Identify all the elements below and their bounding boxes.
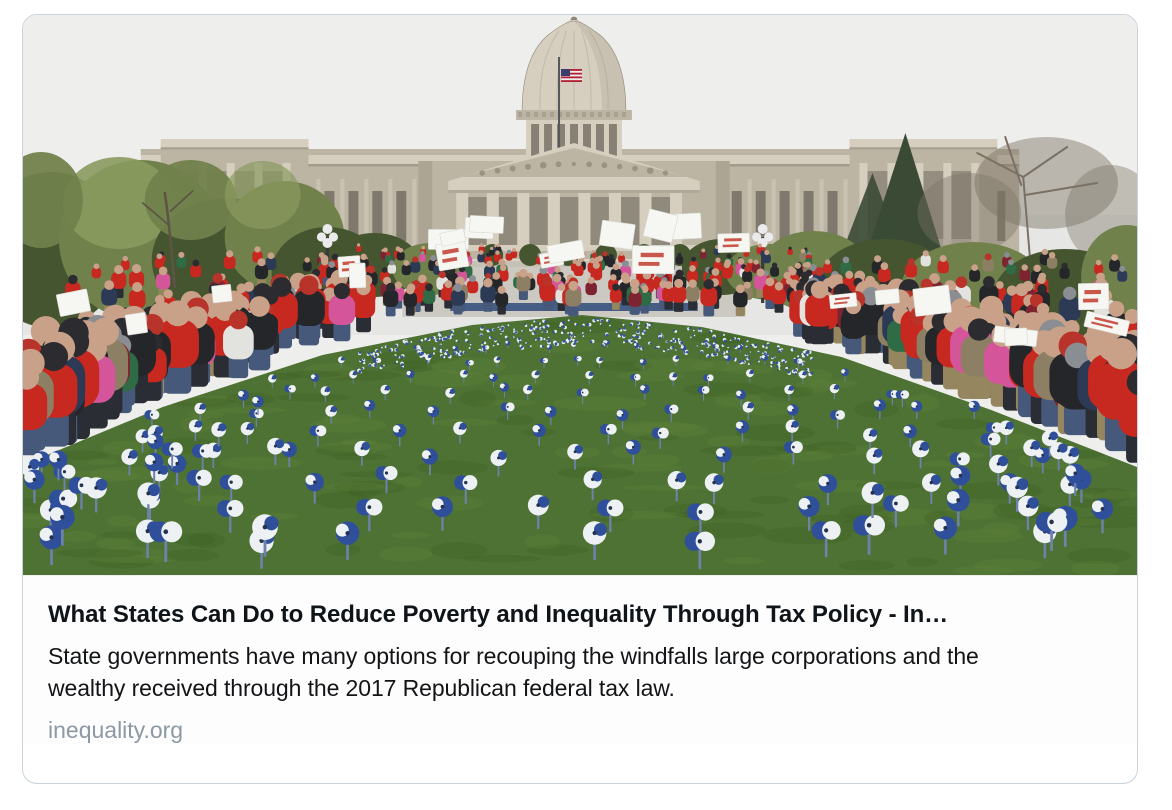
- article-description: State governments have many options for …: [48, 643, 979, 702]
- article-image[interactable]: [23, 15, 1137, 576]
- link-preview-card[interactable]: What States Can Do to Reduce Poverty and…: [22, 14, 1138, 784]
- article-image-scene: [23, 15, 1137, 576]
- card-body: What States Can Do to Reduce Poverty and…: [23, 576, 1137, 745]
- article-title: What States Can Do to Reduce Poverty and…: [48, 601, 949, 628]
- article-domain: inequality.org: [48, 717, 184, 744]
